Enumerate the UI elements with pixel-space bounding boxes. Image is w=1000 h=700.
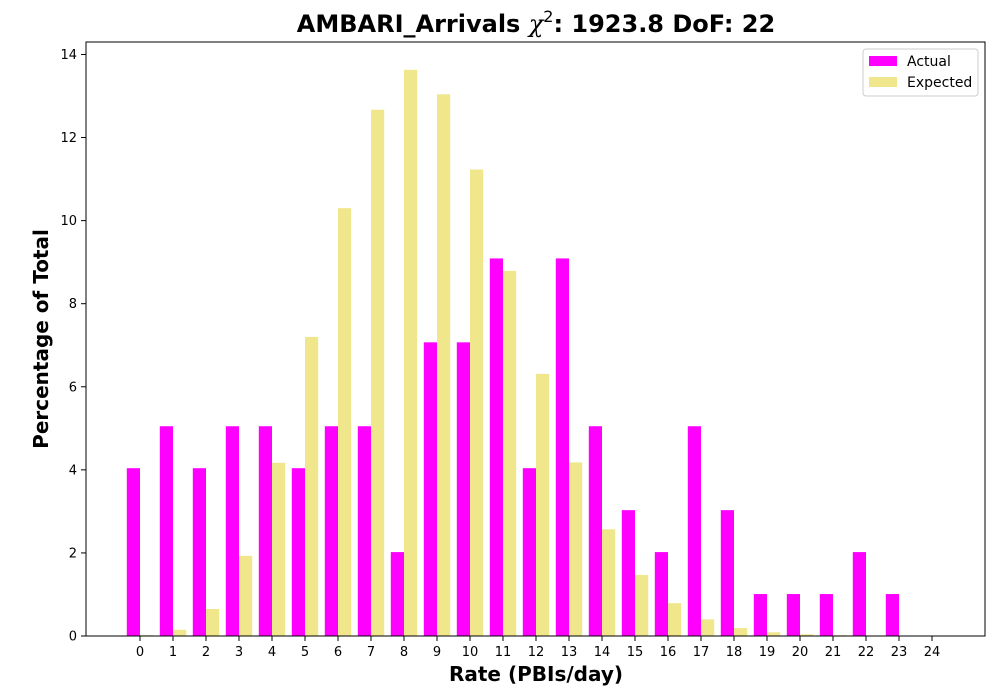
x-tick-label: 11 bbox=[495, 645, 512, 660]
bar-actual-17 bbox=[688, 426, 701, 636]
x-tick-label: 6 bbox=[334, 645, 342, 660]
legend-label-actual: Actual bbox=[907, 54, 951, 70]
bar-actual-4 bbox=[259, 426, 272, 636]
bar-expected-19 bbox=[767, 632, 780, 636]
bar-actual-22 bbox=[853, 552, 866, 636]
bar-expected-14 bbox=[602, 529, 615, 636]
bar-expected-11 bbox=[503, 271, 516, 636]
x-tick-label: 13 bbox=[561, 645, 578, 660]
bar-actual-6 bbox=[325, 426, 338, 636]
legend-swatch-expected bbox=[869, 77, 897, 87]
bar-actual-23 bbox=[886, 594, 899, 636]
legend: Actual Expected bbox=[863, 49, 978, 96]
bar-actual-13 bbox=[556, 258, 569, 636]
bar-actual-5 bbox=[292, 468, 305, 636]
bar-actual-16 bbox=[655, 552, 668, 636]
x-tick-label: 8 bbox=[400, 645, 408, 660]
x-tick-label: 12 bbox=[528, 645, 545, 660]
bar-expected-7 bbox=[371, 110, 384, 636]
bar-actual-12 bbox=[523, 468, 536, 636]
y-axis: 0 2 4 6 8 10 12 14 bbox=[60, 48, 86, 645]
bar-actual-15 bbox=[622, 510, 635, 636]
x-axis-label: Rate (PBIs/day) bbox=[449, 662, 623, 686]
x-tick-label: 1 bbox=[169, 645, 177, 660]
bar-actual-0 bbox=[127, 468, 140, 636]
plot-area bbox=[127, 70, 899, 636]
y-tick-label: 0 bbox=[69, 630, 77, 645]
bar-actual-18 bbox=[721, 510, 734, 636]
legend-swatch-actual bbox=[869, 56, 897, 66]
y-axis-label: Percentage of Total bbox=[29, 229, 53, 449]
y-tick-label: 14 bbox=[60, 48, 77, 63]
bar-actual-10 bbox=[457, 342, 470, 636]
x-tick-label: 17 bbox=[693, 645, 710, 660]
x-tick-label: 7 bbox=[367, 645, 375, 660]
chart-title-prefix: AMBARI_Arrivals bbox=[297, 10, 529, 38]
bar-actual-14 bbox=[589, 426, 602, 636]
bar-expected-13 bbox=[569, 462, 582, 636]
bar-expected-4 bbox=[272, 463, 285, 636]
chart-title: AMBARI_Arrivals χ2: 1923.8 DoF: 22 bbox=[297, 7, 775, 38]
bar-actual-20 bbox=[787, 594, 800, 636]
x-tick-label: 9 bbox=[433, 645, 441, 660]
bar-expected-10 bbox=[470, 170, 483, 636]
y-tick-label: 6 bbox=[69, 380, 77, 395]
x-tick-label: 18 bbox=[726, 645, 743, 660]
bar-expected-1 bbox=[173, 630, 186, 636]
bar-expected-6 bbox=[338, 208, 351, 636]
chart-title-sup: 2 bbox=[543, 7, 553, 26]
bar-actual-9 bbox=[424, 342, 437, 636]
x-tick-label: 10 bbox=[462, 645, 479, 660]
x-tick-label: 3 bbox=[235, 645, 243, 660]
bar-actual-7 bbox=[358, 426, 371, 636]
chart-title-suffix: : 1923.8 DoF: 22 bbox=[553, 10, 775, 38]
bar-actual-8 bbox=[391, 552, 404, 636]
bar-expected-3 bbox=[239, 556, 252, 636]
x-tick-label: 23 bbox=[891, 645, 908, 660]
bar-actual-1 bbox=[160, 426, 173, 636]
x-tick-label: 16 bbox=[660, 645, 677, 660]
x-tick-label: 2 bbox=[202, 645, 210, 660]
x-axis: 0 1 2 3 4 5 6 7 8 9 10 11 12 13 14 15 16 17 18 19 20 21 22 23 24 bbox=[136, 636, 940, 660]
x-tick-label: 15 bbox=[627, 645, 644, 660]
bar-actual-11 bbox=[490, 258, 503, 636]
y-tick-label: 2 bbox=[69, 546, 77, 561]
x-tick-label: 20 bbox=[792, 645, 809, 660]
bar-expected-8 bbox=[404, 70, 417, 636]
bar-expected-16 bbox=[668, 603, 681, 636]
x-tick-label: 14 bbox=[594, 645, 611, 660]
bar-expected-9 bbox=[437, 94, 450, 636]
bar-actual-21 bbox=[820, 594, 833, 636]
legend-label-expected: Expected bbox=[907, 75, 972, 91]
bar-actual-2 bbox=[193, 468, 206, 636]
chart-title-chi: χ bbox=[527, 10, 545, 38]
y-tick-label: 12 bbox=[60, 131, 77, 146]
bar-expected-17 bbox=[701, 619, 714, 636]
x-tick-label: 5 bbox=[301, 645, 309, 660]
x-tick-label: 19 bbox=[759, 645, 776, 660]
bar-expected-12 bbox=[536, 374, 549, 636]
x-tick-label: 0 bbox=[136, 645, 144, 660]
x-tick-label: 21 bbox=[825, 645, 842, 660]
bar-actual-3 bbox=[226, 426, 239, 636]
x-tick-label: 24 bbox=[924, 645, 941, 660]
x-tick-label: 4 bbox=[268, 645, 276, 660]
bar-actual-19 bbox=[754, 594, 767, 636]
bar-expected-5 bbox=[305, 337, 318, 636]
bar-expected-18 bbox=[734, 628, 747, 636]
y-tick-label: 8 bbox=[69, 297, 77, 312]
bar-expected-2 bbox=[206, 609, 219, 636]
y-tick-label: 10 bbox=[60, 214, 77, 229]
y-tick-label: 4 bbox=[69, 463, 77, 478]
bar-expected-15 bbox=[635, 575, 648, 636]
x-tick-label: 22 bbox=[858, 645, 875, 660]
